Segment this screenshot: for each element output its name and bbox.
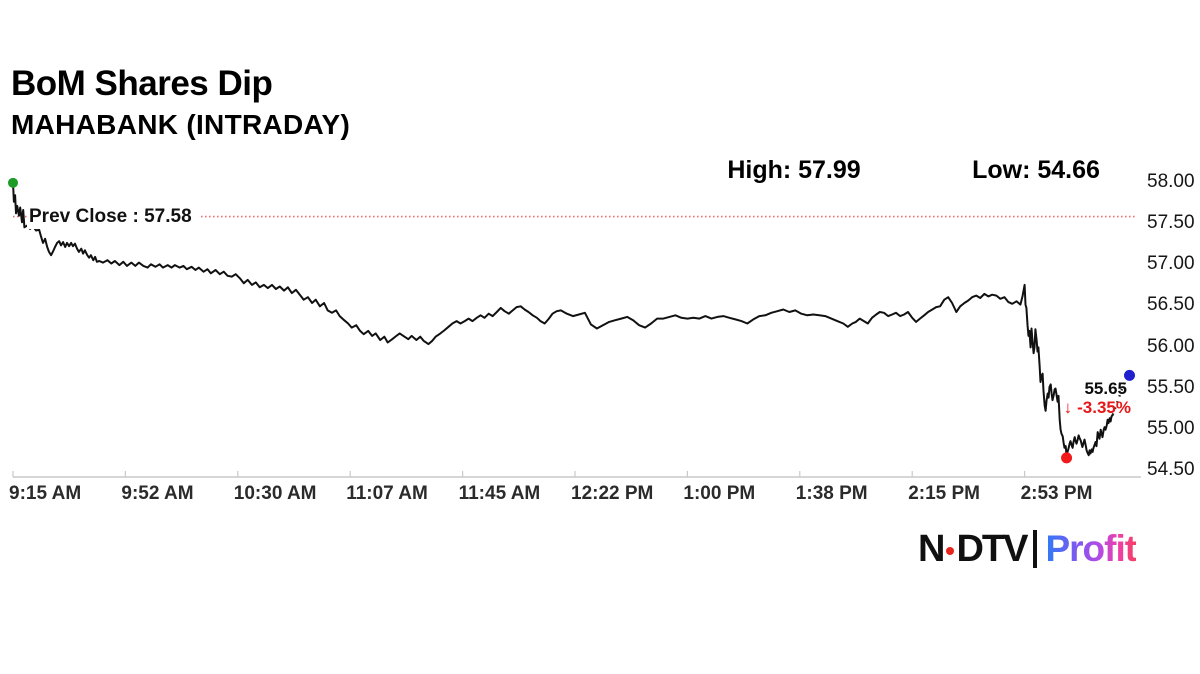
down-arrow-icon: ↓ <box>1063 398 1073 417</box>
price-line <box>12 181 1114 458</box>
low-stat: Low: 54.66 <box>972 156 1100 184</box>
prev-close-label: Prev Close : 57.58 <box>27 205 199 229</box>
change-value: -3.35% <box>1077 398 1131 417</box>
profit-wordmark: Profit <box>1045 528 1137 569</box>
ndtv-profit-logo: N DTV Profit <box>918 526 1137 572</box>
ndtv-red-dot-icon <box>946 547 955 555</box>
low-marker-dot <box>1061 452 1073 464</box>
change-label: ↓ -3.35% <box>1064 398 1131 418</box>
logo-divider <box>1033 530 1038 568</box>
ndtv-wordmark-right: DTV <box>956 527 1028 570</box>
open-marker-dot <box>8 177 18 188</box>
high-stat: High: 57.99 <box>727 156 861 184</box>
instrument-subtitle: MAHABANK (INTRADAY) <box>11 109 351 140</box>
page-title: BoM Shares Dip <box>11 64 273 103</box>
last-price-label: 55.65 <box>1084 379 1127 398</box>
ndtv-wordmark-left: N <box>918 527 945 570</box>
last-marker-dot <box>1124 369 1136 381</box>
